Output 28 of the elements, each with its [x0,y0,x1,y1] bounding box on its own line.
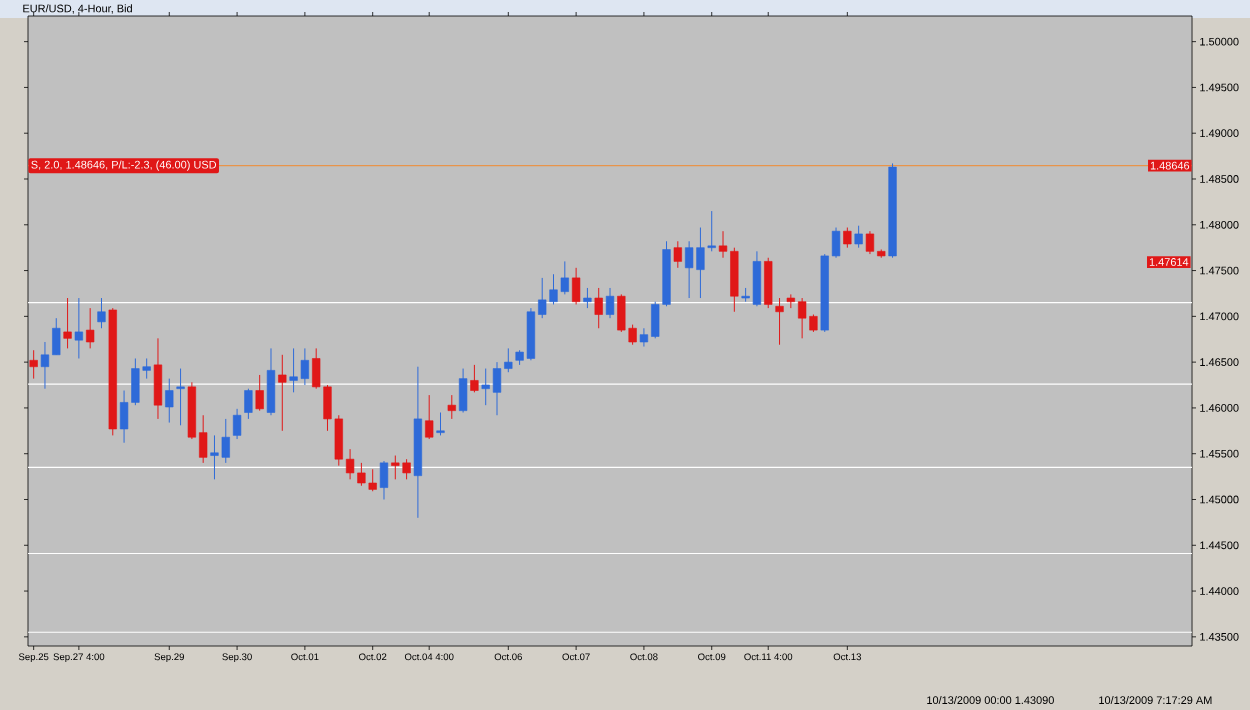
candlestick [176,368,185,426]
candlestick [244,388,253,420]
candlestick [153,337,163,420]
candlestick [436,412,445,436]
candlestick [255,374,264,412]
candlestick [775,297,784,346]
candlestick [266,347,276,416]
candlestick [583,287,592,309]
candlestick [673,240,682,269]
candlestick [843,227,852,249]
candlestick [458,368,468,413]
candlestick [470,364,479,393]
candlestick [764,257,773,309]
candlestick [447,394,456,420]
candlestick [425,394,434,440]
candlestick [232,408,242,440]
candlestick [379,460,389,500]
candlestick [86,307,95,349]
candlestick [278,354,287,432]
candlestick [594,287,603,329]
candlestick [165,378,174,424]
candlestick [571,267,581,305]
candlestick [74,297,84,359]
candlestick [29,349,38,380]
candlestick [605,287,615,319]
candlestick [854,225,863,249]
candlestick [63,297,72,349]
candlestick [97,297,106,329]
